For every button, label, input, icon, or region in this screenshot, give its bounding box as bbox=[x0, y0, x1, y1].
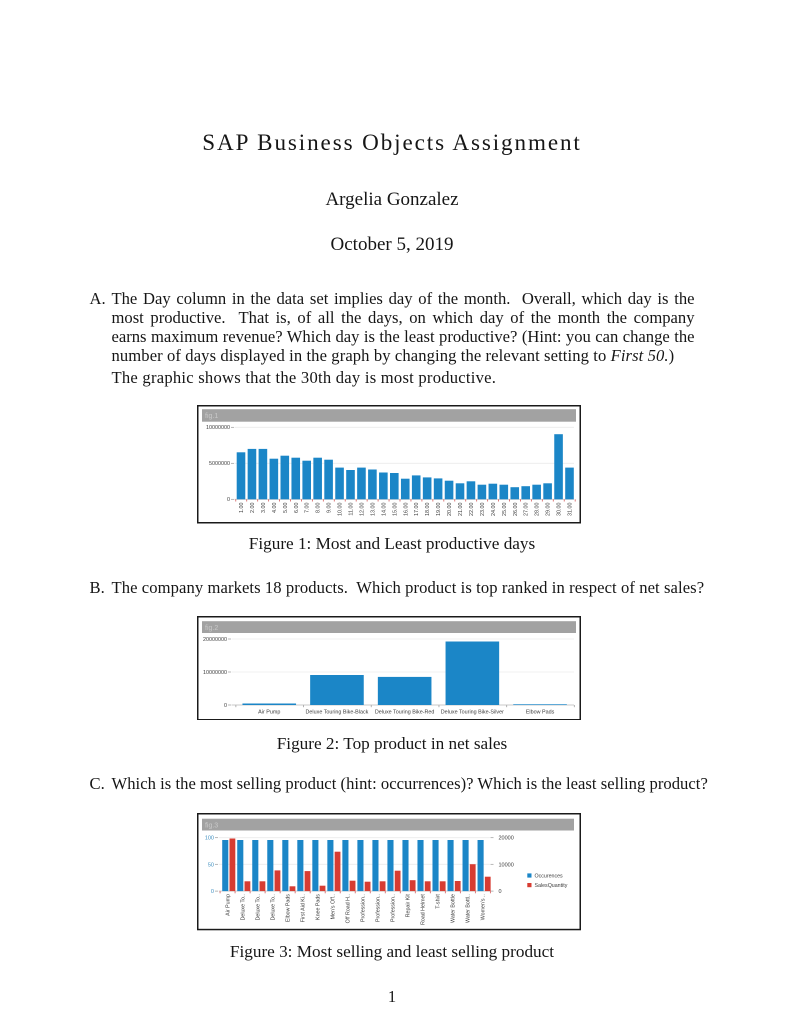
svg-text:Knee Pads: Knee Pads bbox=[316, 894, 322, 920]
svg-text:30.00: 30.00 bbox=[557, 503, 563, 517]
svg-text:Elbow Pads: Elbow Pads bbox=[285, 894, 291, 922]
svg-text:Deluxe Touring Bike-Red: Deluxe Touring Bike-Red bbox=[375, 709, 435, 715]
svg-text:T-shirt: T-shirt bbox=[436, 894, 442, 909]
svg-text:Occurences: Occurences bbox=[534, 874, 563, 880]
svg-text:0: 0 bbox=[211, 889, 214, 895]
svg-text:19.00: 19.00 bbox=[436, 503, 442, 517]
svg-text:First Aid Ki..: First Aid Ki.. bbox=[301, 894, 307, 922]
svg-text:28.00: 28.00 bbox=[535, 503, 541, 517]
svg-text:11.00: 11.00 bbox=[349, 503, 355, 516]
svg-text:100: 100 bbox=[205, 836, 214, 842]
svg-text:10000000: 10000000 bbox=[203, 669, 227, 675]
svg-text:2.00: 2.00 bbox=[250, 503, 256, 514]
svg-text:16.00: 16.00 bbox=[403, 503, 409, 517]
svg-text:fig.1: fig.1 bbox=[205, 413, 218, 420]
svg-text:9.00: 9.00 bbox=[327, 503, 333, 514]
svg-text:0: 0 bbox=[498, 889, 501, 895]
svg-text:13.00: 13.00 bbox=[370, 503, 376, 517]
svg-text:14.00: 14.00 bbox=[381, 503, 387, 517]
svg-text:fig.3: fig.3 bbox=[205, 823, 218, 830]
svg-text:Off Road H..: Off Road H.. bbox=[346, 894, 352, 923]
svg-text:Deluxe Touring Bike-Silver: Deluxe Touring Bike-Silver bbox=[441, 709, 504, 715]
svg-text:SalesQuantity: SalesQuantity bbox=[534, 883, 567, 889]
svg-text:21.00: 21.00 bbox=[458, 503, 464, 517]
svg-text:Air Pump: Air Pump bbox=[258, 709, 280, 715]
svg-text:Deluxe To..: Deluxe To.. bbox=[240, 894, 246, 920]
svg-text:Men's Off..: Men's Off.. bbox=[331, 894, 337, 919]
svg-text:15.00: 15.00 bbox=[392, 503, 398, 517]
svg-text:23.00: 23.00 bbox=[480, 503, 486, 517]
svg-text:Profession..: Profession.. bbox=[391, 894, 397, 922]
svg-text:1.00: 1.00 bbox=[239, 503, 245, 514]
svg-text:6.00: 6.00 bbox=[294, 503, 300, 514]
svg-text:20000: 20000 bbox=[498, 836, 513, 842]
svg-text:50: 50 bbox=[208, 863, 214, 869]
svg-text:Profession..: Profession.. bbox=[361, 894, 367, 922]
svg-text:20000000: 20000000 bbox=[203, 636, 227, 642]
svg-text:5.00: 5.00 bbox=[283, 503, 289, 514]
svg-text:22.00: 22.00 bbox=[469, 503, 475, 517]
svg-text:fig.2: fig.2 bbox=[205, 624, 218, 631]
svg-text:Elbow Pads: Elbow Pads bbox=[526, 709, 555, 715]
svg-text:Women's ..: Women's .. bbox=[481, 894, 487, 920]
svg-text:17.00: 17.00 bbox=[414, 503, 420, 517]
svg-text:Air Pump: Air Pump bbox=[225, 894, 231, 916]
svg-text:4.00: 4.00 bbox=[272, 503, 278, 514]
svg-text:7.00: 7.00 bbox=[305, 503, 311, 514]
svg-text:10.00: 10.00 bbox=[338, 503, 344, 517]
svg-text:Deluxe To..: Deluxe To.. bbox=[270, 894, 276, 920]
svg-text:Deluxe Touring Bike-Black: Deluxe Touring Bike-Black bbox=[306, 709, 369, 715]
svg-text:12.00: 12.00 bbox=[359, 503, 365, 517]
svg-text:Water Bottle: Water Bottle bbox=[451, 894, 457, 923]
svg-text:Profession..: Profession.. bbox=[376, 894, 382, 922]
svg-text:Road Helmet: Road Helmet bbox=[421, 894, 427, 925]
svg-text:24.00: 24.00 bbox=[491, 503, 497, 517]
svg-text:20.00: 20.00 bbox=[447, 503, 453, 517]
svg-text:5000000: 5000000 bbox=[209, 461, 230, 467]
svg-text:31.00: 31.00 bbox=[568, 503, 574, 517]
svg-text:10000000: 10000000 bbox=[206, 425, 230, 431]
svg-text:8.00: 8.00 bbox=[316, 503, 322, 514]
svg-text:Deluxe To..: Deluxe To.. bbox=[255, 894, 261, 920]
svg-text:3.00: 3.00 bbox=[261, 503, 267, 514]
svg-text:0: 0 bbox=[224, 702, 227, 708]
svg-text:Water Bottl..: Water Bottl.. bbox=[466, 894, 472, 923]
svg-text:26.00: 26.00 bbox=[513, 503, 519, 517]
svg-text:27.00: 27.00 bbox=[524, 503, 530, 517]
svg-text:18.00: 18.00 bbox=[425, 503, 431, 517]
svg-text:10000: 10000 bbox=[498, 863, 513, 869]
svg-text:25.00: 25.00 bbox=[502, 503, 508, 517]
svg-text:Repair Kit: Repair Kit bbox=[406, 894, 412, 918]
svg-text:29.00: 29.00 bbox=[546, 503, 552, 517]
svg-text:0: 0 bbox=[227, 497, 230, 503]
